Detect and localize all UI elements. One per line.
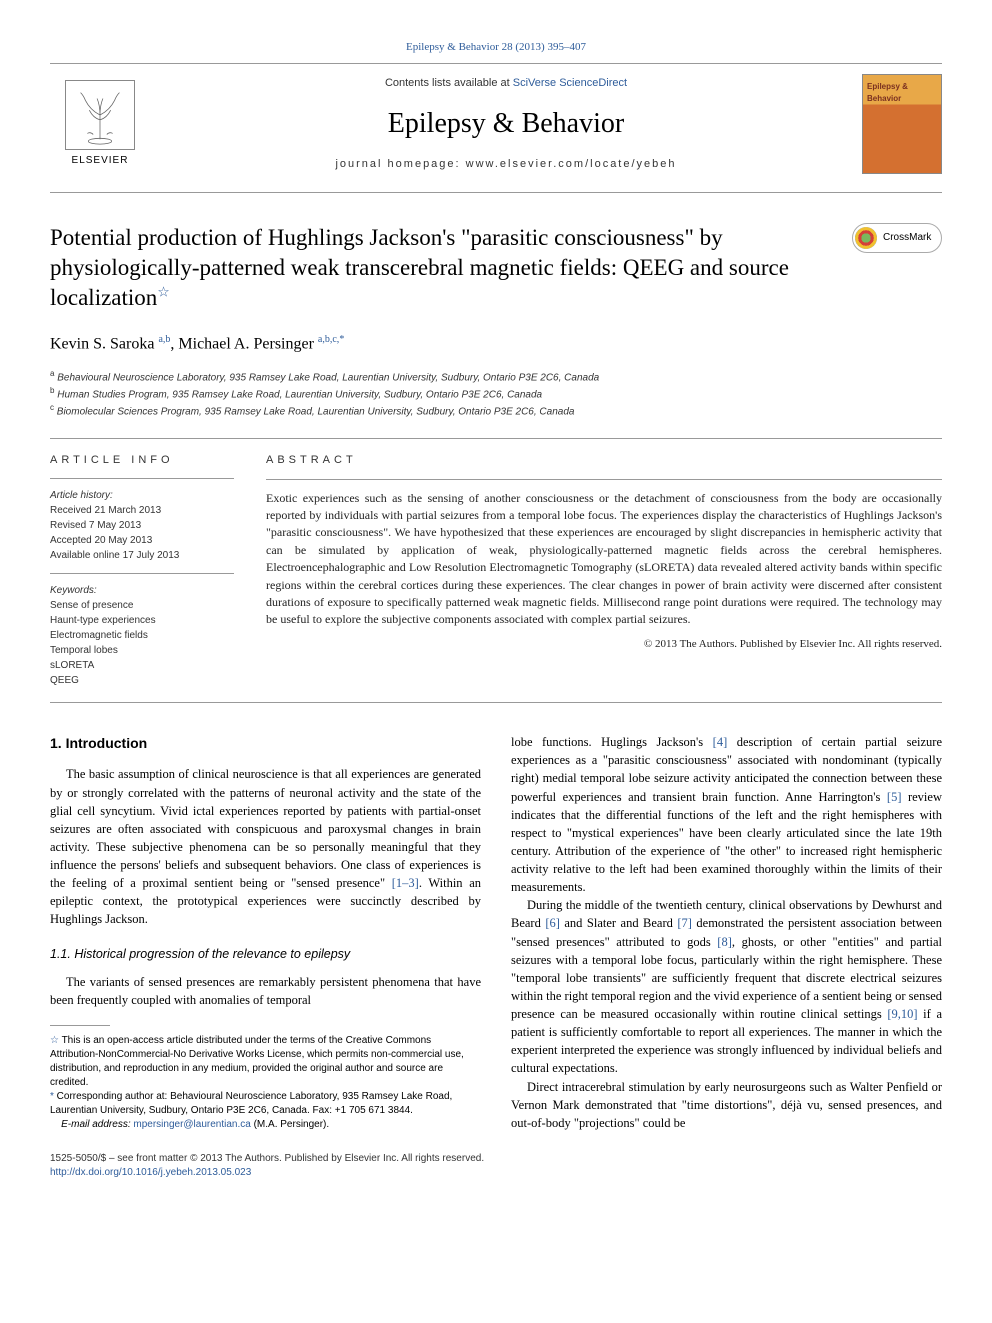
author-1-name[interactable]: Kevin S. Saroka bbox=[50, 335, 158, 352]
ref-link-8[interactable]: [8] bbox=[717, 935, 732, 949]
col2-paragraph-2: During the middle of the twentieth centu… bbox=[511, 896, 942, 1077]
ref-link-1-3[interactable]: [1–3] bbox=[392, 876, 419, 890]
journal-cover-thumbnail: Epilepsy & Behavior bbox=[862, 74, 942, 174]
header-center: Contents lists available at SciVerse Sci… bbox=[150, 76, 862, 172]
hist-paragraph-1: The variants of sensed presences are rem… bbox=[50, 973, 481, 1009]
revised-date: Revised 7 May 2013 bbox=[50, 518, 234, 533]
email-link[interactable]: mpersinger@laurentian.ca bbox=[133, 1119, 250, 1130]
footnote-star-mark: ☆ bbox=[50, 1035, 59, 1046]
abstract-text: Exotic experiences such as the sensing o… bbox=[266, 490, 942, 629]
col2-p2-b: and Slater and Beard bbox=[560, 916, 677, 930]
keyword-0: Sense of presence bbox=[50, 598, 234, 613]
abstract-copyright: © 2013 The Authors. Published by Elsevie… bbox=[266, 637, 942, 653]
sciencedirect-link[interactable]: SciVerse ScienceDirect bbox=[513, 77, 627, 89]
body-column-right: lobe functions. Huglings Jackson's [4] d… bbox=[511, 733, 942, 1132]
contents-prefix: Contents lists available at bbox=[385, 77, 513, 89]
article-info-column: ARTICLE INFO Article history: Received 2… bbox=[50, 439, 250, 702]
affiliation-a: a Behavioural Neuroscience Laboratory, 9… bbox=[50, 368, 942, 385]
history-label: Article history: bbox=[50, 489, 234, 503]
doi-link[interactable]: http://dx.doi.org/10.1016/j.yebeh.2013.0… bbox=[50, 1167, 251, 1178]
page-footer: 1525-5050/$ – see front matter © 2013 Th… bbox=[50, 1152, 942, 1180]
journal-homepage-line: journal homepage: www.elsevier.com/locat… bbox=[150, 157, 862, 172]
crossmark-badge[interactable]: CrossMark bbox=[852, 223, 942, 253]
author-1-affil-sup[interactable]: a,b bbox=[158, 334, 170, 345]
body-two-column: 1. Introduction The basic assumption of … bbox=[50, 733, 942, 1132]
online-date: Available online 17 July 2013 bbox=[50, 548, 234, 563]
affiliation-b-text: Human Studies Program, 935 Ramsey Lake R… bbox=[57, 389, 542, 400]
footnote-corr-text: Corresponding author at: Behavioural Neu… bbox=[50, 1091, 452, 1116]
journal-citation-link[interactable]: Epilepsy & Behavior 28 (2013) 395–407 bbox=[50, 40, 942, 55]
keyword-1: Haunt-type experiences bbox=[50, 613, 234, 628]
affiliation-c-text: Biomolecular Sciences Program, 935 Ramse… bbox=[57, 407, 575, 418]
article-info-header: ARTICLE INFO bbox=[50, 453, 234, 468]
crossmark-icon bbox=[855, 227, 877, 249]
author-2-affil-sup[interactable]: a,b,c, bbox=[318, 334, 339, 345]
authors-line: Kevin S. Saroka a,b, Michael A. Persinge… bbox=[50, 333, 942, 356]
info-abstract-row: ARTICLE INFO Article history: Received 2… bbox=[50, 438, 942, 703]
keyword-3: Temporal lobes bbox=[50, 643, 234, 658]
footnote-email: E-mail address: mpersinger@laurentian.ca… bbox=[50, 1118, 481, 1132]
title-footnote-star[interactable]: ☆ bbox=[157, 286, 170, 301]
homepage-url[interactable]: www.elsevier.com/locate/yebeh bbox=[466, 158, 677, 170]
elsevier-logo: ELSEVIER bbox=[50, 74, 150, 174]
footnote-star-text: This is an open-access article distribut… bbox=[50, 1035, 464, 1088]
affiliation-b: b Human Studies Program, 935 Ramsey Lake… bbox=[50, 385, 942, 402]
author-2-corr-mark[interactable]: * bbox=[339, 334, 344, 345]
col2-p1-c: review indicates that the differential f… bbox=[511, 790, 942, 895]
homepage-prefix: journal homepage: bbox=[335, 158, 465, 170]
intro-paragraph-1: The basic assumption of clinical neurosc… bbox=[50, 765, 481, 928]
title-row: Potential production of Hughlings Jackso… bbox=[50, 223, 942, 313]
abstract-column: ABSTRACT Exotic experiences such as the … bbox=[250, 439, 942, 702]
ref-link-7[interactable]: [7] bbox=[677, 916, 692, 930]
intro-p1-text: The basic assumption of clinical neurosc… bbox=[50, 767, 481, 890]
info-rule-2 bbox=[50, 573, 234, 574]
affiliation-c: c Biomolecular Sciences Program, 935 Ram… bbox=[50, 402, 942, 419]
info-rule-1 bbox=[50, 478, 234, 479]
keywords-label: Keywords: bbox=[50, 584, 234, 598]
footnote-open-access: ☆ This is an open-access article distrib… bbox=[50, 1034, 481, 1090]
crossmark-label: CrossMark bbox=[883, 231, 931, 245]
affiliation-a-text: Behavioural Neuroscience Laboratory, 935… bbox=[57, 372, 599, 383]
affiliations-block: a Behavioural Neuroscience Laboratory, 9… bbox=[50, 368, 942, 420]
body-column-left: 1. Introduction The basic assumption of … bbox=[50, 733, 481, 1132]
footer-copyright: 1525-5050/$ – see front matter © 2013 Th… bbox=[50, 1152, 942, 1166]
contents-available-line: Contents lists available at SciVerse Sci… bbox=[150, 76, 862, 91]
footnote-separator bbox=[50, 1025, 110, 1026]
journal-header: ELSEVIER Contents lists available at Sci… bbox=[50, 63, 942, 193]
ref-link-5[interactable]: [5] bbox=[887, 790, 902, 804]
ref-link-6[interactable]: [6] bbox=[545, 916, 560, 930]
received-date: Received 21 March 2013 bbox=[50, 503, 234, 518]
col2-paragraph-3: Direct intracerebral stimulation by earl… bbox=[511, 1078, 942, 1132]
hist-heading: 1.1. Historical progression of the relev… bbox=[50, 945, 481, 963]
email-label: E-mail address: bbox=[61, 1119, 133, 1130]
keyword-2: Electromagnetic fields bbox=[50, 628, 234, 643]
intro-heading: 1. Introduction bbox=[50, 733, 481, 753]
journal-name: Epilepsy & Behavior bbox=[150, 104, 862, 143]
email-tail: (M.A. Persinger). bbox=[251, 1119, 329, 1130]
cover-label: Epilepsy & Behavior bbox=[867, 81, 941, 103]
ref-link-9-10[interactable]: [9,10] bbox=[887, 1007, 917, 1021]
abstract-rule bbox=[266, 479, 942, 480]
col2-paragraph-1: lobe functions. Huglings Jackson's [4] d… bbox=[511, 733, 942, 896]
author-2-name[interactable]: Michael A. Persinger bbox=[178, 335, 318, 352]
ref-link-4[interactable]: [4] bbox=[713, 735, 728, 749]
keyword-5: QEEG bbox=[50, 673, 234, 688]
elsevier-tree-icon bbox=[65, 80, 135, 150]
accepted-date: Accepted 20 May 2013 bbox=[50, 533, 234, 548]
abstract-header: ABSTRACT bbox=[266, 453, 942, 469]
footnote-corresponding: * Corresponding author at: Behavioural N… bbox=[50, 1090, 481, 1118]
elsevier-wordmark: ELSEVIER bbox=[72, 154, 129, 168]
col2-p1-a: lobe functions. Huglings Jackson's bbox=[511, 735, 713, 749]
article-title: Potential production of Hughlings Jackso… bbox=[50, 223, 852, 313]
keyword-4: sLORETA bbox=[50, 658, 234, 673]
